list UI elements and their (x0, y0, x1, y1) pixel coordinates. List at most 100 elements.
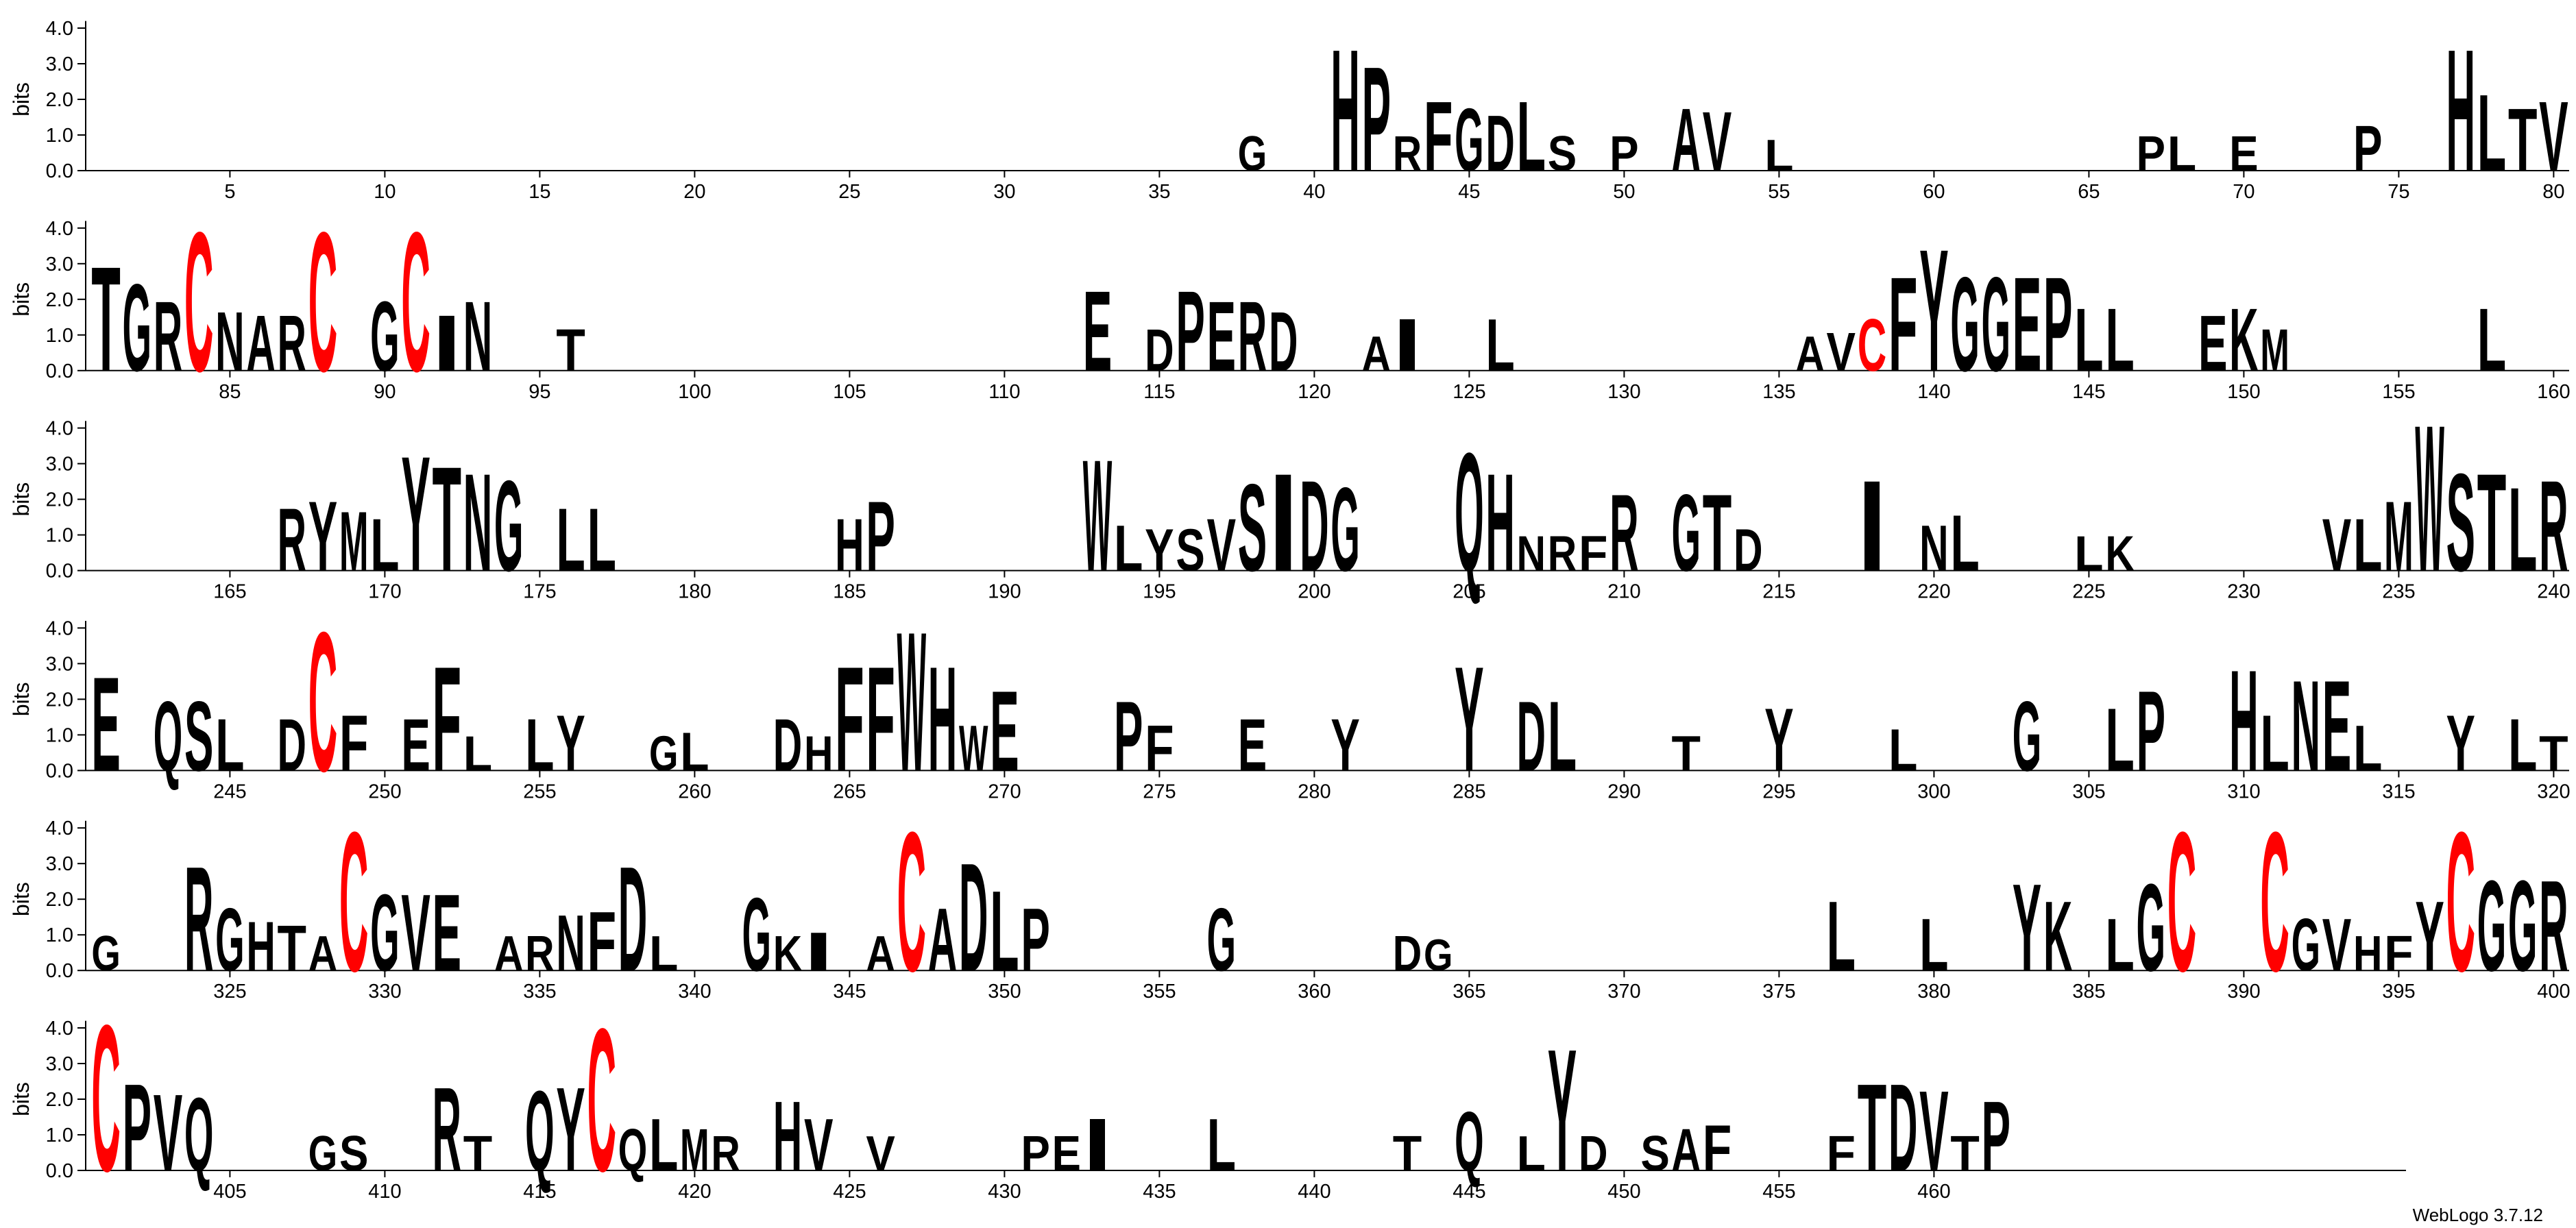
logo-letter: G (1207, 890, 1236, 990)
x-tick-label: 260 (678, 781, 711, 802)
logo-letter: L (1114, 512, 1143, 585)
logo-letter: L (1485, 304, 1514, 387)
logo-letter: L (1548, 681, 1577, 792)
logo-letter: P (1362, 37, 1391, 204)
logo-letter: L (990, 868, 1019, 996)
x-tick-label: 130 (1607, 381, 1640, 403)
logo-letter: M (2260, 317, 2289, 384)
x-tick-label: 20 (683, 181, 705, 203)
logo-letter: F (835, 637, 864, 803)
x-tick-label: 265 (833, 781, 866, 802)
x-tick-label: 25 (838, 181, 860, 203)
logo-letter: N (215, 295, 244, 389)
logo-letter: E (990, 667, 1019, 795)
logo-letter: G (370, 282, 399, 392)
logo-letter: E (401, 703, 430, 787)
logo-letter: D (1300, 453, 1328, 598)
x-tick-label: 155 (2382, 381, 2415, 403)
x-tick-label: 190 (988, 581, 1021, 603)
logo-letter: C (184, 191, 213, 413)
x-tick-label: 170 (368, 581, 401, 603)
logo-letter: V (1827, 322, 1856, 382)
logo-letter: E (2198, 298, 2227, 387)
x-tick-label: 275 (1143, 781, 1176, 802)
y-tick-label: 4.0 (46, 418, 73, 440)
logo-letter: P (1021, 889, 1049, 990)
logo-letter: I (433, 299, 461, 388)
x-tick-label: 225 (2072, 581, 2105, 603)
logo-letter: V (2322, 503, 2351, 587)
logo-letter: H (2446, 14, 2475, 208)
logo-letter: L (2074, 290, 2103, 390)
logo-letter: E (2013, 249, 2041, 399)
logo-letter: D (1393, 926, 1422, 981)
y-tick-label: 0.0 (46, 760, 73, 782)
credit: WebLogo 3.7.12 (2413, 1205, 2543, 1225)
y-tick-label: 0.0 (46, 1160, 73, 1182)
logo-letter: L (2353, 504, 2382, 587)
x-tick-label: 180 (678, 581, 711, 603)
logo-letter: F (1424, 82, 1453, 193)
x-tick-label: 385 (2072, 981, 2105, 1003)
logo-letter: G (1330, 463, 1359, 596)
logo-letter: D (1517, 682, 1546, 792)
logo-letter: L (2105, 903, 2134, 987)
logo-letter: D (1485, 99, 1514, 188)
y-tick-label: 3.0 (46, 454, 73, 476)
logo-letter: A (866, 926, 895, 981)
y-tick-label: 1.0 (46, 125, 73, 147)
x-tick-label: 380 (1917, 981, 1950, 1003)
logo-letter: S (1548, 126, 1577, 182)
x-tick-label: 50 (1613, 181, 1635, 203)
y-tick-label: 2.0 (46, 89, 73, 111)
x-tick-label: 135 (1762, 381, 1795, 403)
logo-letter: F (1579, 526, 1607, 582)
x-tick-label: 415 (523, 1181, 556, 1203)
x-tick-label: 210 (1607, 581, 1640, 603)
logo-letter: L (2167, 127, 2196, 182)
logo-letter: P (2043, 249, 2072, 399)
logo-letter: H (2229, 640, 2258, 802)
x-tick-label: 185 (833, 581, 866, 603)
logo-letter: R (154, 282, 182, 392)
x-tick-label: 315 (2382, 781, 2415, 802)
y-tick-label: 0.0 (46, 561, 73, 582)
logo-letter: G (1455, 90, 1483, 191)
logo-letter: L (1888, 717, 1917, 783)
logo-letter: A (1362, 326, 1391, 382)
logo-letter: M (2384, 481, 2413, 593)
logo-letter: I (1858, 454, 1886, 598)
x-tick-label: 360 (1298, 981, 1330, 1003)
x-tick-label: 400 (2537, 981, 2570, 1003)
logo-letter: E (1052, 1126, 1081, 1181)
logo-letter: Y (2446, 698, 2475, 787)
logo-letter: S (1238, 458, 1267, 597)
x-tick-label: 5 (224, 181, 235, 203)
logo-letter: P (2137, 126, 2165, 182)
logo-letter: Y (1764, 689, 1793, 789)
logo-letter: C (587, 987, 616, 1214)
x-tick-label: 230 (2227, 581, 2260, 603)
logo-letter: Y (2415, 880, 2444, 992)
y-tick-label: 1.0 (46, 325, 73, 347)
logo-letter: T (1703, 472, 1731, 595)
logo-letter: G (123, 259, 151, 397)
x-tick-label: 110 (988, 381, 1020, 403)
logo-letter: L (463, 726, 492, 782)
logo-letter: T (2508, 90, 2537, 191)
x-tick-label: 410 (368, 1181, 401, 1203)
logo-letter: E (1083, 267, 1112, 395)
logo-letter: L (2508, 463, 2537, 596)
logo-letter: L (2105, 290, 2134, 390)
logo-letter: M (339, 494, 368, 589)
logo-letter: L (1517, 1127, 1546, 1182)
logo-letter: T (2477, 445, 2506, 600)
logo-letter: G (370, 872, 399, 994)
logo-letter: E (1238, 703, 1267, 787)
logo-letter: L (1207, 1103, 1236, 1187)
x-tick-label: 405 (213, 1181, 246, 1203)
x-tick-label: 440 (1298, 1181, 1330, 1203)
logo-letter: A (494, 926, 523, 981)
x-tick-label: 285 (1453, 781, 1485, 802)
logo-letter: T (2539, 726, 2568, 782)
